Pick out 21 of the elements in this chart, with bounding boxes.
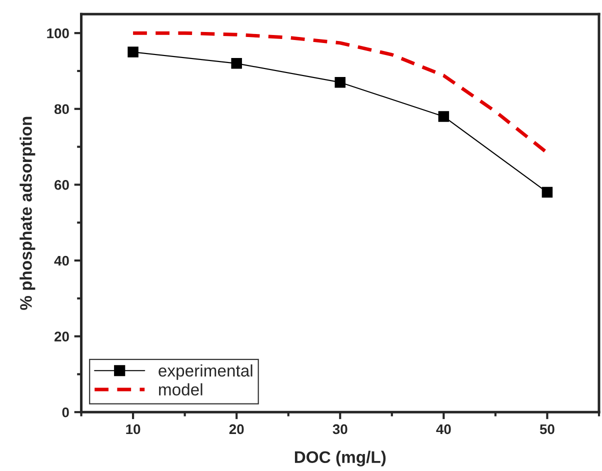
point <box>231 58 242 69</box>
x-tick-label: 30 <box>332 424 348 434</box>
y-tick-label: 40 <box>54 256 69 266</box>
y-axis-title: % phosphate adsorption <box>20 116 36 310</box>
x-tick-label: 50 <box>540 424 554 434</box>
x-tick-label: 40 <box>436 424 451 434</box>
x-tick-label: 20 <box>229 424 244 434</box>
point <box>128 46 138 58</box>
point <box>438 111 450 122</box>
y-tick-label: 80 <box>54 104 69 114</box>
legend-label: experimental <box>158 364 252 380</box>
legend-label: model <box>159 383 202 396</box>
point <box>334 76 346 88</box>
y-tick-label: 100 <box>47 28 69 38</box>
line-series <box>131 31 549 155</box>
x-tick-label: 10 <box>126 424 140 434</box>
y-tick-label: 20 <box>54 332 69 342</box>
y-tick-label: 0 <box>62 407 69 418</box>
point <box>542 186 553 198</box>
y-tick-label: 60 <box>54 180 69 190</box>
x-axis-title: DOC (mg/L) <box>294 450 386 466</box>
